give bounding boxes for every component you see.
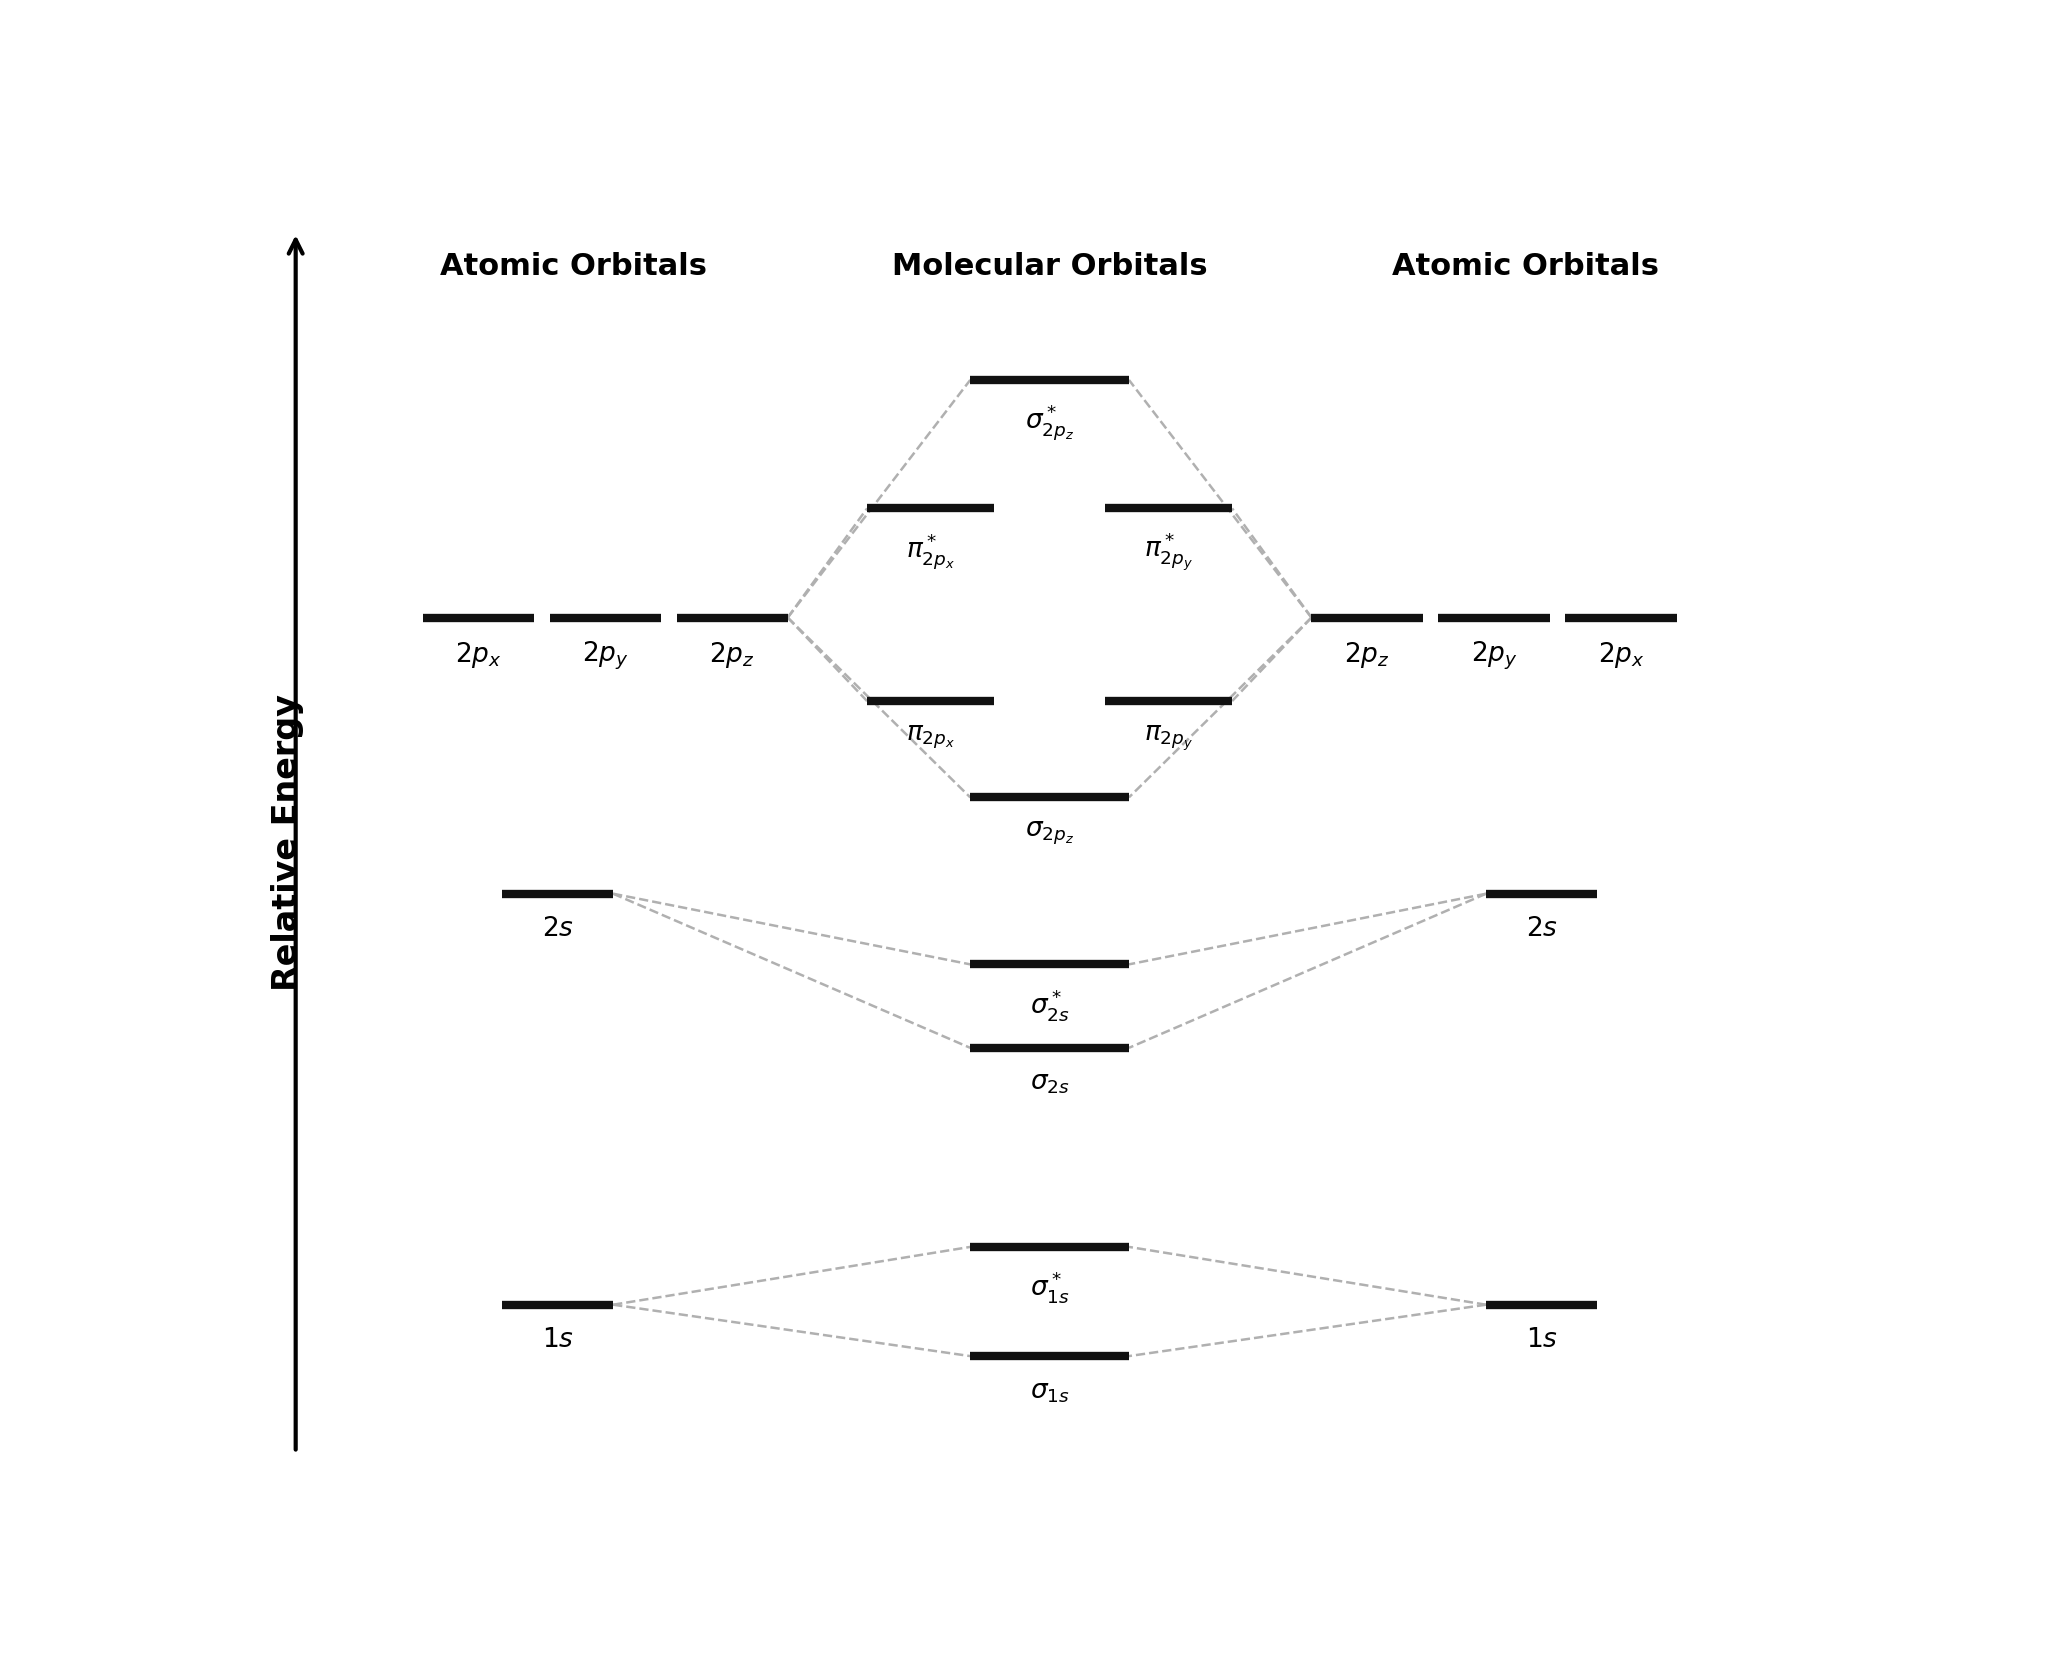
Text: $2p_x$: $2p_x$: [1597, 641, 1645, 671]
Text: $\sigma_{1s}$: $\sigma_{1s}$: [1030, 1378, 1069, 1404]
Text: $2p_y$: $2p_y$: [1470, 641, 1518, 672]
Text: $2p_y$: $2p_y$: [582, 641, 629, 672]
Text: $\sigma^*_{2p_z}$: $\sigma^*_{2p_z}$: [1024, 402, 1075, 442]
Text: $\pi^*_{2p_x}$: $\pi^*_{2p_x}$: [905, 530, 954, 570]
Text: Relative Energy: Relative Energy: [270, 694, 305, 991]
Text: $\pi^*_{2p_y}$: $\pi^*_{2p_y}$: [1145, 530, 1194, 574]
Text: $2p_x$: $2p_x$: [455, 641, 502, 671]
Text: $\sigma_{2p_z}$: $\sigma_{2p_z}$: [1024, 821, 1075, 847]
Text: $\pi_{2p_y}$: $\pi_{2p_y}$: [1145, 724, 1194, 754]
Text: $\pi_{2p_x}$: $\pi_{2p_x}$: [905, 724, 954, 751]
Text: $2p_z$: $2p_z$: [1343, 641, 1391, 671]
Text: $2s$: $2s$: [541, 916, 573, 942]
Text: $\sigma^*_{1s}$: $\sigma^*_{1s}$: [1030, 1269, 1069, 1306]
Text: $2s$: $2s$: [1526, 916, 1559, 942]
Text: $1s$: $1s$: [1526, 1328, 1559, 1353]
Text: Atomic Orbitals: Atomic Orbitals: [440, 252, 707, 280]
Text: $\sigma_{2s}$: $\sigma_{2s}$: [1030, 1071, 1069, 1096]
Text: $2p_z$: $2p_z$: [709, 641, 756, 671]
Text: Molecular Orbitals: Molecular Orbitals: [891, 252, 1208, 280]
Text: Atomic Orbitals: Atomic Orbitals: [1393, 252, 1659, 280]
Text: $\sigma^*_{2s}$: $\sigma^*_{2s}$: [1030, 987, 1069, 1022]
Text: $1s$: $1s$: [541, 1328, 573, 1353]
